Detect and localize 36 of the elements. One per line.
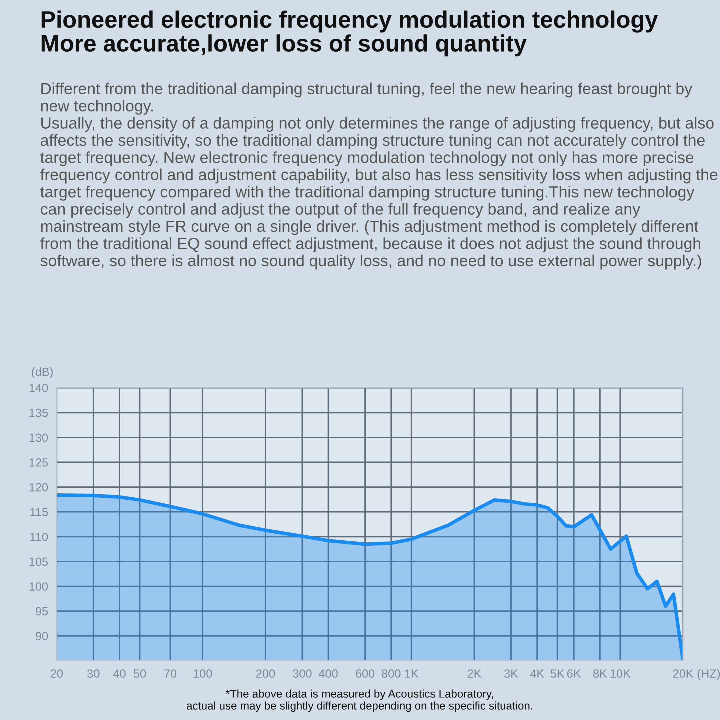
x-tick-label: 6K xyxy=(567,670,582,678)
y-tick-label: 130 xyxy=(30,434,48,442)
x-tick-label: 300 xyxy=(293,670,312,678)
y-tick-label: 125 xyxy=(30,458,48,467)
y-tick-label: 95 xyxy=(36,607,48,616)
text: *The above data is measured by Acoustics Laboratory, actual use may be slightly different depending on the specific situation. xyxy=(187,690,532,712)
x-tick-label: 70 xyxy=(164,670,177,678)
x-tick-label: 800 xyxy=(382,670,401,678)
y-tick-label: 90 xyxy=(36,632,48,641)
y-tick-label: 140 xyxy=(30,384,48,392)
x-tick-label: 20 xyxy=(50,670,63,678)
x-tick-label: 3K xyxy=(504,670,518,678)
y-tick-label: 105 xyxy=(30,558,48,566)
y-tick-label: 120 xyxy=(30,483,48,492)
y-tick-label: 110 xyxy=(30,532,48,542)
x-tick-label: 8K xyxy=(593,670,608,678)
x-tick-label: 400 xyxy=(318,670,338,678)
y-axis-title: (dB) xyxy=(32,368,54,379)
x-tick-label: 50 xyxy=(134,670,146,678)
x-tick-label: 40 xyxy=(113,670,126,678)
y-tick-label: 115 xyxy=(30,508,48,517)
x-tick-label: 1K xyxy=(405,670,419,678)
text: Different from the traditional damping structural tuning, feel the new hearing feast brought by new technology. Usually, the density of a damping not only determines the range of adjusting frequency, but also affects the sensitivity, so the traditional damping structure tuning can not accurately control the target frequency. New electronic frequency modulation technology not only has more precise frequency control and adjustment capability, but also has less sensitivity loss when adjusting the target frequency compared with the traditional damping structure tuning.This new technology can precisely control and adjust the output of the full frequency band, and realize any mainstream style FR curve on a single driver. (This adjustment method is completely different from the traditional EQ sound effect adjustment, because it does not adjust the sound through software, so there is almost no sound quality loss, and no need to use external power supply.) xyxy=(40,82,718,270)
y-tick-label: 100 xyxy=(30,582,48,591)
x-tick-label: 4K xyxy=(530,670,544,678)
x-tick-label: 2K xyxy=(468,670,482,678)
x-tick-label: 30 xyxy=(88,670,100,678)
x-tick-label: 20K xyxy=(673,670,694,678)
chart-title: Pioneered electronic frequency modulation technology More accurate,lower loss of sound quantity xyxy=(42,10,658,57)
x-tick-label: 10K xyxy=(610,670,631,678)
x-axis-title: (HZ) xyxy=(698,669,720,680)
x-tick-label: 100 xyxy=(194,670,212,678)
y-tick-label: 135 xyxy=(30,408,48,418)
x-tick-label: 600 xyxy=(356,670,375,678)
x-tick-label: 200 xyxy=(256,670,276,678)
x-tick-label: 5K xyxy=(550,670,565,678)
